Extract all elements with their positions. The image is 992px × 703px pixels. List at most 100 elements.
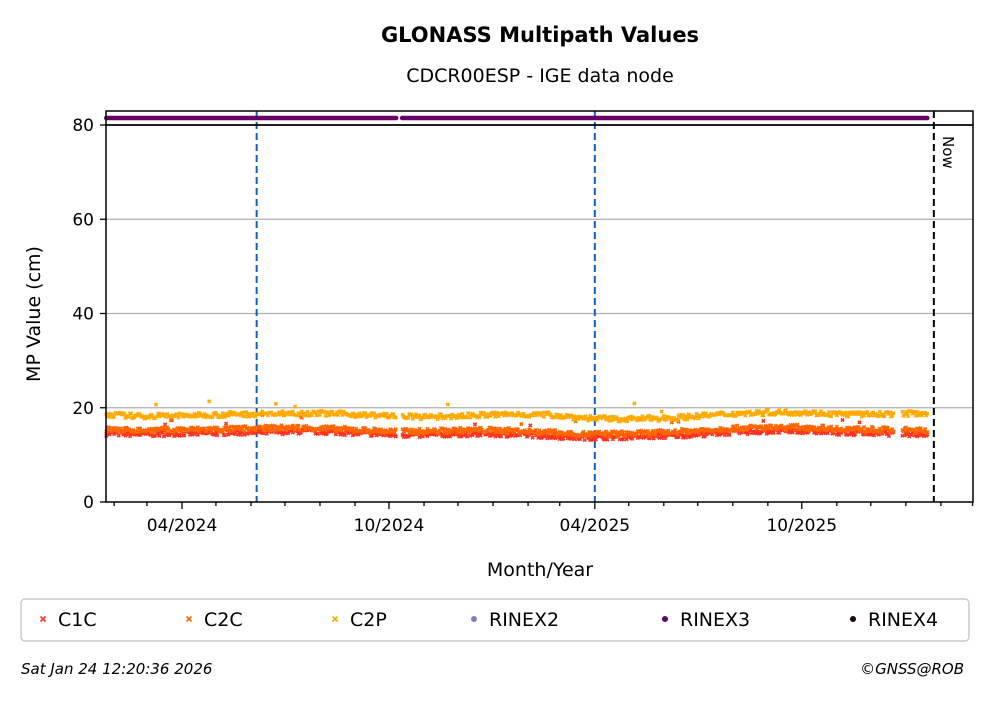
data-point — [730, 410, 735, 415]
data-point — [684, 427, 689, 433]
x-tick-label: 10/2025 — [766, 516, 837, 536]
data-point — [450, 429, 455, 434]
legend-label: RINEX4 — [868, 609, 938, 631]
data-point — [829, 424, 834, 429]
legend-item-c2p: C2P — [331, 609, 387, 631]
data-point — [111, 414, 117, 419]
data-point — [857, 420, 862, 425]
data-point — [660, 428, 665, 433]
data-point — [392, 430, 397, 435]
data-point — [829, 413, 834, 419]
y-tick-label: 20 — [72, 399, 94, 419]
data-point — [882, 414, 887, 419]
data-point — [675, 417, 680, 423]
data-point — [661, 413, 666, 419]
data-point — [825, 412, 830, 418]
data-point — [781, 411, 786, 416]
data-point — [455, 430, 461, 435]
data-point — [771, 430, 776, 435]
data-point — [672, 427, 678, 433]
data-point — [696, 430, 702, 436]
x-tick-label: 04/2024 — [147, 516, 218, 536]
legend-label: C2C — [204, 609, 243, 631]
data-point — [632, 401, 637, 406]
data-point — [393, 427, 398, 432]
data-point — [914, 409, 920, 414]
data-point — [783, 427, 789, 433]
data-point — [210, 414, 215, 420]
data-point — [460, 411, 465, 416]
data-point — [39, 615, 47, 623]
legend-label: RINEX3 — [680, 609, 750, 631]
legend-label: C2P — [350, 609, 387, 631]
data-point — [572, 436, 577, 442]
data-point — [232, 431, 238, 437]
data-point — [273, 401, 279, 406]
data-point — [623, 433, 628, 439]
data-point — [290, 409, 296, 414]
now-marker: Now — [932, 111, 957, 502]
data-point — [126, 414, 132, 419]
data-point — [826, 409, 832, 415]
data-point — [777, 408, 782, 413]
data-point — [121, 429, 126, 434]
data-point — [845, 414, 851, 419]
data-point — [488, 413, 493, 419]
data-point — [582, 437, 587, 443]
legend-marker — [662, 616, 668, 622]
data-point — [905, 413, 911, 419]
data-point — [840, 417, 845, 423]
data-point — [593, 437, 599, 442]
legend-item-c1c: C1C — [39, 609, 97, 631]
data-point — [925, 429, 930, 435]
data-point — [178, 429, 184, 435]
data-point — [296, 423, 301, 428]
data-point — [669, 420, 674, 425]
data-point — [468, 414, 473, 420]
data-point — [222, 432, 228, 438]
data-point — [891, 411, 896, 416]
legend-item-c2c: C2C — [185, 609, 243, 631]
chart-title: GLONASS Multipath Values — [381, 23, 699, 47]
legend-label: C1C — [58, 609, 97, 631]
x-axis: 04/2024 10/2024 04/2025 10/2025 — [113, 502, 974, 536]
data-point — [384, 411, 389, 416]
data-point — [885, 425, 890, 430]
data-point — [537, 428, 542, 433]
data-point — [842, 413, 847, 418]
data-point — [359, 429, 364, 434]
data-point — [722, 432, 728, 438]
data-point — [761, 418, 766, 424]
data-points — [104, 399, 930, 443]
x-tick-label: 04/2025 — [560, 516, 631, 536]
y-tick-label: 0 — [83, 493, 94, 513]
y-tick-label: 60 — [72, 210, 94, 230]
grid-lines — [106, 218, 973, 409]
data-point — [297, 427, 302, 432]
data-point — [503, 410, 508, 415]
data-point — [350, 426, 355, 431]
data-point — [472, 422, 478, 427]
data-point — [167, 432, 172, 438]
data-point — [803, 408, 808, 414]
data-point — [342, 432, 348, 438]
series-c2c — [104, 410, 930, 439]
data-point — [470, 432, 475, 438]
legend-box — [20, 598, 970, 642]
data-point — [887, 410, 893, 415]
data-point — [292, 427, 298, 432]
legend-item-rinex3: RINEX3 — [662, 609, 750, 631]
data-point — [792, 427, 798, 432]
data-point — [128, 411, 134, 416]
data-point — [497, 426, 502, 431]
data-point — [436, 430, 441, 436]
legend-label: RINEX2 — [489, 609, 559, 631]
data-point — [465, 410, 471, 416]
data-point — [761, 412, 766, 418]
data-point — [503, 426, 508, 432]
data-point — [528, 423, 533, 428]
data-point — [157, 433, 162, 438]
series-c2p — [104, 399, 930, 424]
data-point — [683, 435, 688, 440]
